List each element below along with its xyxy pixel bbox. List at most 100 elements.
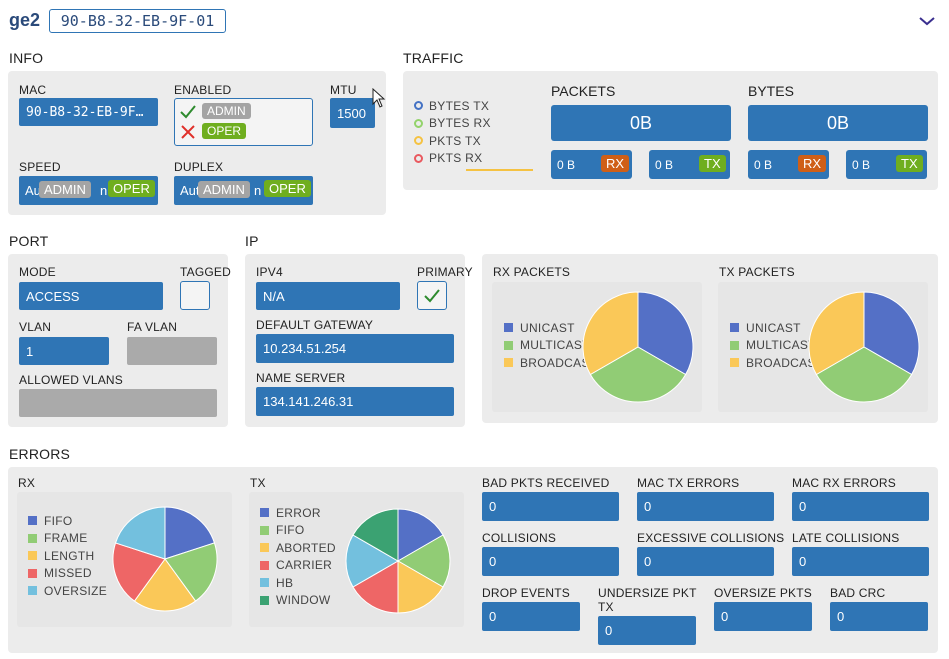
- enabled-label: ENABLED: [174, 83, 232, 97]
- bytes-tx-value: 0 B: [852, 158, 871, 172]
- legend-label: FIFO: [276, 523, 305, 538]
- mac-tx-errors-field[interactable]: 0: [637, 492, 774, 521]
- pie-slice-hb[interactable]: [345, 534, 399, 588]
- legend-label: ABORTED: [276, 540, 336, 555]
- enabled-oper-badge: OPER: [202, 123, 247, 139]
- multicast-swatch: [730, 340, 739, 350]
- pie-slice-missed[interactable]: [112, 542, 166, 602]
- legend-item: FRAME: [28, 530, 107, 548]
- pie-slice-frame[interactable]: [164, 542, 218, 602]
- pie-slice-broadcast[interactable]: [808, 291, 865, 376]
- bad-pkts-received-field[interactable]: 0: [482, 492, 619, 521]
- bad-crc-field[interactable]: 0: [830, 602, 928, 631]
- mtu-field[interactable]: 1500: [330, 98, 375, 128]
- legend-item: OVERSIZE: [28, 582, 107, 600]
- allowed-vlans-field[interactable]: [19, 389, 217, 417]
- legend-label: CARRIER: [276, 558, 333, 573]
- missed-swatch: [28, 568, 37, 578]
- pie-slice-fifo[interactable]: [397, 534, 451, 588]
- legend-label: UNICAST: [746, 320, 801, 335]
- pie-slice-multicast[interactable]: [815, 346, 913, 403]
- rx-packets-pie: [582, 291, 694, 403]
- mode-field[interactable]: ACCESS: [19, 282, 163, 310]
- pie-slice-aborted[interactable]: [397, 560, 444, 614]
- excessive-collisions-field[interactable]: 0: [637, 547, 774, 576]
- packets-total: 0B: [551, 105, 731, 141]
- ipv4-field[interactable]: N/A: [256, 282, 400, 310]
- pie-slice-error[interactable]: [397, 508, 444, 562]
- gateway-field[interactable]: 10.234.51.254: [256, 334, 454, 363]
- legend-item: CARRIER: [260, 557, 336, 575]
- bytes-tx-icon: [414, 101, 423, 111]
- speed-label: SPEED: [19, 160, 61, 174]
- error-swatch: [260, 508, 269, 518]
- chevron-down-icon[interactable]: [918, 14, 936, 26]
- broadcast-swatch: [504, 358, 513, 368]
- bytes-total: 0B: [748, 105, 928, 141]
- pkts-tx-icon: [414, 136, 423, 146]
- packets-tx-tag: TX: [699, 155, 726, 172]
- vlan-field[interactable]: 1: [19, 337, 109, 365]
- drop-events-label: DROP EVENTS: [482, 586, 570, 600]
- nameserver-label: NAME SERVER: [256, 371, 346, 385]
- legend-item: LENGTH: [28, 547, 107, 565]
- unicast-swatch: [730, 323, 739, 333]
- nameserver-field[interactable]: 134.141.246.31: [256, 387, 454, 416]
- tx-errors-legend: ERROR FIFO ABORTED CARRIER HB WINDOW: [260, 504, 336, 609]
- pie-slice-multicast[interactable]: [589, 346, 687, 403]
- legend-label: FRAME: [44, 531, 88, 546]
- primary-checkbox[interactable]: [417, 281, 447, 310]
- primary-label: PRIMARY: [417, 265, 473, 279]
- legend-item: HB: [260, 574, 336, 592]
- pie-slice-carrier[interactable]: [352, 560, 399, 614]
- mac-label: MAC: [19, 83, 47, 97]
- legend-label: MULTICAST: [746, 338, 816, 353]
- legend-item: FIFO: [260, 522, 336, 540]
- broadcast-swatch: [730, 358, 739, 368]
- duplex-text-right: n: [254, 183, 262, 198]
- legend-item: MISSED: [28, 565, 107, 583]
- pie-slice-oversize[interactable]: [114, 506, 166, 560]
- tagged-checkbox[interactable]: [180, 281, 210, 310]
- speed-admin-badge: ADMIN: [39, 181, 91, 198]
- pie-slice-length[interactable]: [133, 558, 197, 612]
- packets-rx-value: 0 B: [557, 158, 576, 172]
- collisions-field[interactable]: 0: [482, 547, 619, 576]
- legend-item: UNICAST: [504, 319, 597, 337]
- rx-packets-title: RX PACKETS: [493, 265, 571, 279]
- cross-icon: [180, 124, 196, 145]
- drop-events-field[interactable]: 0: [482, 602, 580, 631]
- pie-slice-window[interactable]: [352, 508, 399, 562]
- pie-slice-unicast[interactable]: [863, 291, 920, 376]
- legend-item: ERROR: [260, 504, 336, 522]
- fa-vlan-field[interactable]: [127, 337, 217, 365]
- legend-item: FIFO: [28, 512, 107, 530]
- oversize-pkts-field[interactable]: 0: [714, 602, 812, 631]
- legend-label: BROADCAST: [520, 355, 598, 370]
- mac-field[interactable]: 90-B8-32-EB-9F…: [19, 98, 158, 126]
- bytes-rx-icon: [414, 118, 423, 128]
- allowed-vlans-label: ALLOWED VLANS: [19, 373, 123, 387]
- mac-rx-errors-field[interactable]: 0: [792, 492, 929, 521]
- fa-vlan-label: FA VLAN: [127, 320, 178, 334]
- carrier-swatch: [260, 560, 269, 570]
- pie-slice-broadcast[interactable]: [582, 291, 639, 376]
- speed-oper-badge: OPER: [108, 180, 155, 197]
- tx-errors-pie: [345, 508, 451, 614]
- undersize-pkt-tx-field[interactable]: 0: [598, 616, 696, 645]
- late-collisions-field[interactable]: 0: [792, 547, 929, 576]
- tx-errors-title: TX: [250, 476, 266, 490]
- unicast-swatch: [504, 323, 513, 333]
- mouse-pointer-icon: [372, 87, 386, 113]
- pie-slice-fifo[interactable]: [164, 506, 216, 560]
- legend-item: BROADCAST: [504, 354, 597, 372]
- legend-item: BROADCAST: [730, 354, 823, 372]
- legend-label: MISSED: [44, 566, 92, 581]
- legend-label: BYTES RX: [429, 116, 491, 131]
- check-icon: [424, 289, 440, 303]
- packets-total-value: 0B: [629, 112, 653, 133]
- pie-slice-unicast[interactable]: [637, 291, 694, 376]
- bytes-rx-value: 0 B: [754, 158, 773, 172]
- aborted-swatch: [260, 543, 269, 553]
- legend-item: BYTES RX: [414, 115, 491, 133]
